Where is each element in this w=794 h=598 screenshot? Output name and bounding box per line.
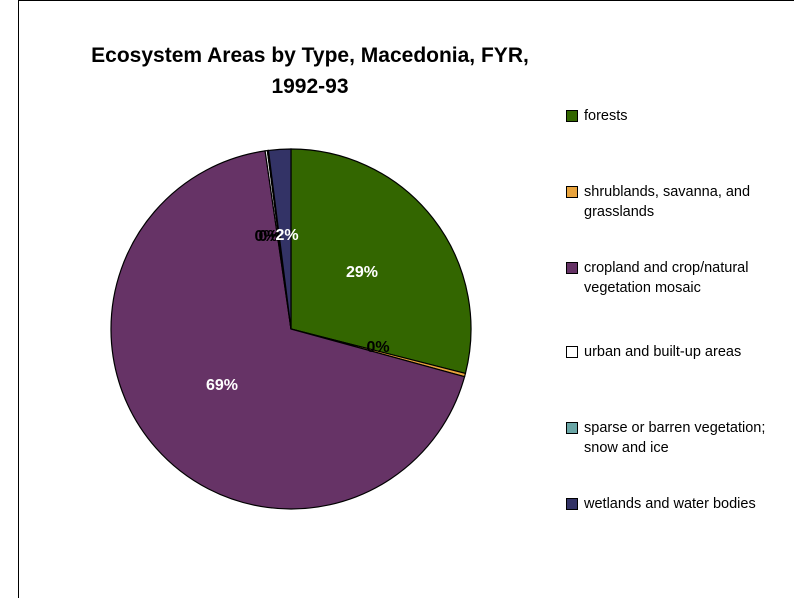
legend-swatch-5 bbox=[566, 498, 578, 510]
slice-label-2: 69% bbox=[206, 377, 238, 394]
legend-label-5: wetlands and water bodies bbox=[584, 496, 756, 512]
legend-swatch-1 bbox=[566, 186, 578, 198]
chart-frame bbox=[18, 0, 794, 598]
pie-slice-0 bbox=[290, 148, 472, 375]
legend-label-4: sparse or barren vegetation; snow and ic… bbox=[584, 420, 766, 456]
legend-swatch-3 bbox=[566, 346, 578, 358]
slice-label-5: 2% bbox=[275, 227, 298, 244]
legend-label-0: forests bbox=[584, 108, 628, 124]
legend-swatch-2 bbox=[566, 262, 578, 274]
chart-title: Ecosystem Areas by Type, Macedonia, FYR,… bbox=[91, 44, 529, 98]
pie-slice-2 bbox=[110, 150, 466, 510]
slice-label-3: 0% bbox=[258, 228, 281, 245]
legend-label-3: urban and built-up areas bbox=[584, 344, 742, 360]
legend-label-1: shrublands, savanna, and grasslands bbox=[584, 184, 751, 220]
legend-label-2: cropland and crop/natural vegetation mos… bbox=[584, 260, 749, 296]
slice-label-1: 0% bbox=[366, 339, 389, 356]
legend-swatch-0 bbox=[566, 110, 578, 122]
slice-label-4: 0% bbox=[254, 228, 277, 245]
slice-label-0: 29% bbox=[346, 264, 378, 281]
pie-slice-5 bbox=[267, 148, 292, 330]
legend-swatch-4 bbox=[566, 422, 578, 434]
